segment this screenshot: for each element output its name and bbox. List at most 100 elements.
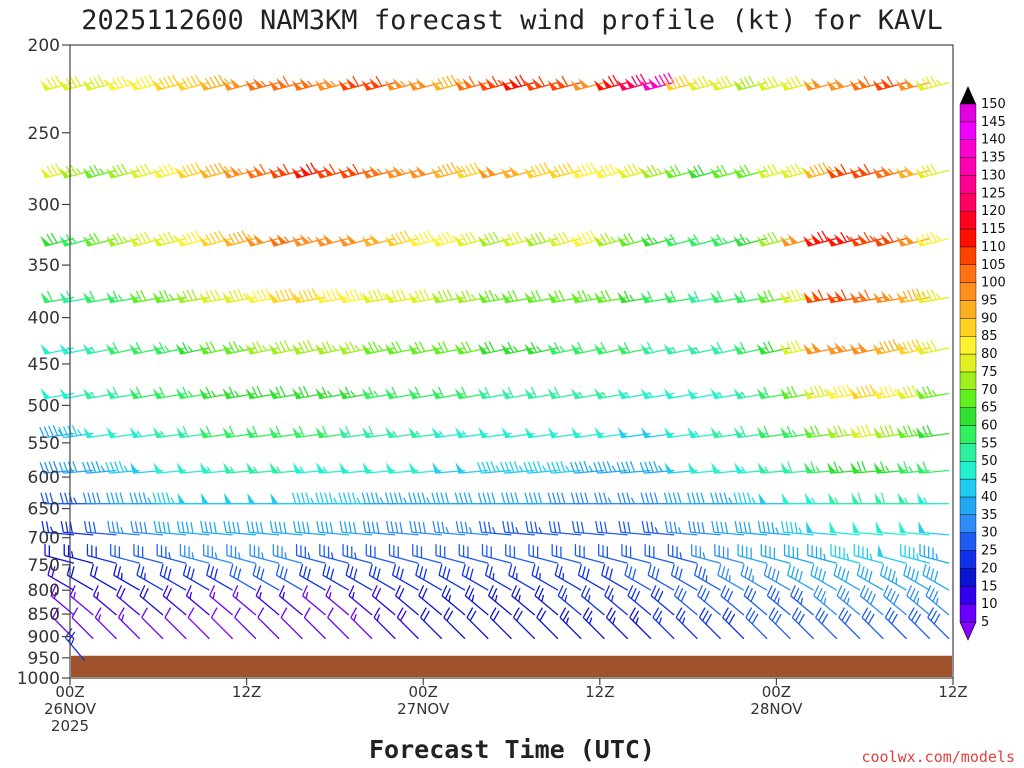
wind-barb: [466, 607, 489, 640]
wind-barb: [116, 585, 141, 616]
colorbar-label: 145: [981, 115, 1006, 130]
wind-barb: [882, 585, 907, 616]
wind-barb: [246, 520, 280, 536]
colorbar-label: 150: [981, 97, 1006, 112]
wind-barb: [779, 233, 814, 247]
wind-barb: [139, 585, 164, 616]
y-tick-label: 650: [28, 500, 60, 520]
wind-barb: [803, 162, 837, 179]
wind-barb: [39, 425, 75, 439]
wind-barb: [768, 607, 791, 640]
colorbar-label: 20: [981, 561, 998, 576]
colorbar-swatch: [959, 407, 977, 426]
colorbar-top-arrow: [960, 86, 976, 104]
wind-barb: [394, 585, 419, 616]
wind-barb: [756, 163, 791, 179]
wind-barb: [551, 544, 582, 564]
wind-barb: [879, 564, 907, 591]
wind-barb: [391, 564, 419, 591]
wind-barb: [92, 585, 117, 616]
wind-barb: [156, 544, 187, 564]
wind-barb: [487, 585, 512, 616]
y-tick-label: 850: [28, 605, 60, 625]
colorbar-label: 75: [981, 365, 998, 380]
wind-barb: [697, 585, 722, 616]
wind-barb: [574, 544, 605, 564]
y-tick-label: 750: [28, 556, 60, 576]
wind-barb: [454, 492, 489, 505]
y-tick-label: 950: [28, 649, 60, 669]
wind-barb: [641, 520, 675, 536]
wind-barb: [915, 425, 950, 439]
wind-barb: [368, 564, 396, 591]
wind-barb: [350, 607, 373, 640]
wind-barb: [249, 544, 280, 564]
wind-barb: [291, 78, 326, 91]
colorbar-swatch: [959, 461, 977, 480]
wind-barb: [760, 544, 791, 564]
wind-barb: [621, 544, 652, 564]
y-tick-label: 500: [28, 396, 60, 416]
x-tick-label: 00Z: [762, 683, 791, 701]
wind-barb: [361, 165, 396, 179]
wind-barb: [327, 607, 350, 640]
wind-barb: [338, 492, 373, 505]
colorbar-label: 110: [981, 240, 1006, 255]
wind-barb: [185, 585, 210, 616]
wind-barb: [179, 544, 210, 564]
wind-barb: [652, 607, 675, 640]
colorbar-swatch: [959, 336, 977, 355]
wind-barb: [431, 231, 466, 247]
x-tick-label: 00Z: [409, 683, 438, 701]
wind-barb: [461, 564, 489, 591]
colorbar-label: 120: [981, 204, 1006, 219]
colorbar-label: 35: [981, 508, 998, 523]
colorbar-swatch: [959, 443, 977, 462]
wind-barb: [316, 520, 349, 536]
wind-barb: [315, 163, 350, 179]
wind-barb: [373, 607, 396, 640]
wind-barb: [222, 289, 257, 304]
wind-barb: [601, 564, 629, 591]
wind-barb: [791, 607, 815, 640]
wind-barb: [113, 564, 141, 591]
wind-barb: [884, 607, 907, 640]
wind-barb: [531, 564, 559, 591]
wind-barb: [617, 73, 652, 91]
wind-barb: [872, 75, 907, 91]
wind-barb: [861, 607, 884, 640]
colorbar-swatch: [959, 425, 977, 444]
colorbar-swatch: [959, 228, 977, 248]
wind-barb: [348, 585, 373, 616]
wind-barb: [546, 460, 582, 474]
wind-barb: [554, 564, 582, 591]
wind-barb: [570, 78, 605, 91]
wind-barb: [698, 607, 722, 640]
wind-barb: [272, 544, 303, 564]
wind-barb: [836, 585, 861, 616]
wind-barb: [295, 544, 326, 564]
wind-barb: [743, 585, 768, 616]
wind-barb: [922, 564, 950, 591]
wind-barb: [229, 564, 257, 591]
wind-barb: [710, 164, 745, 179]
wind-barb: [720, 585, 745, 616]
wind-barb: [245, 233, 280, 247]
colorbar-bottom-arrow: [959, 621, 977, 641]
wind-barb: [69, 585, 94, 616]
wind-barb: [849, 231, 884, 247]
wind-barb: [152, 163, 187, 179]
wind-barb: [153, 520, 187, 536]
wind-barb: [524, 75, 559, 91]
x-axis-label: Forecast Time (UTC): [369, 735, 655, 764]
wind-barb: [431, 162, 466, 179]
wind-barb: [110, 544, 140, 564]
wind-barb: [849, 75, 884, 91]
wind-barb: [523, 460, 559, 474]
wind-barb: [226, 544, 257, 564]
wind-barb: [688, 520, 721, 536]
wind-barb: [478, 520, 512, 536]
colorbar-swatch: [959, 318, 977, 337]
wind-barb: [408, 78, 442, 91]
